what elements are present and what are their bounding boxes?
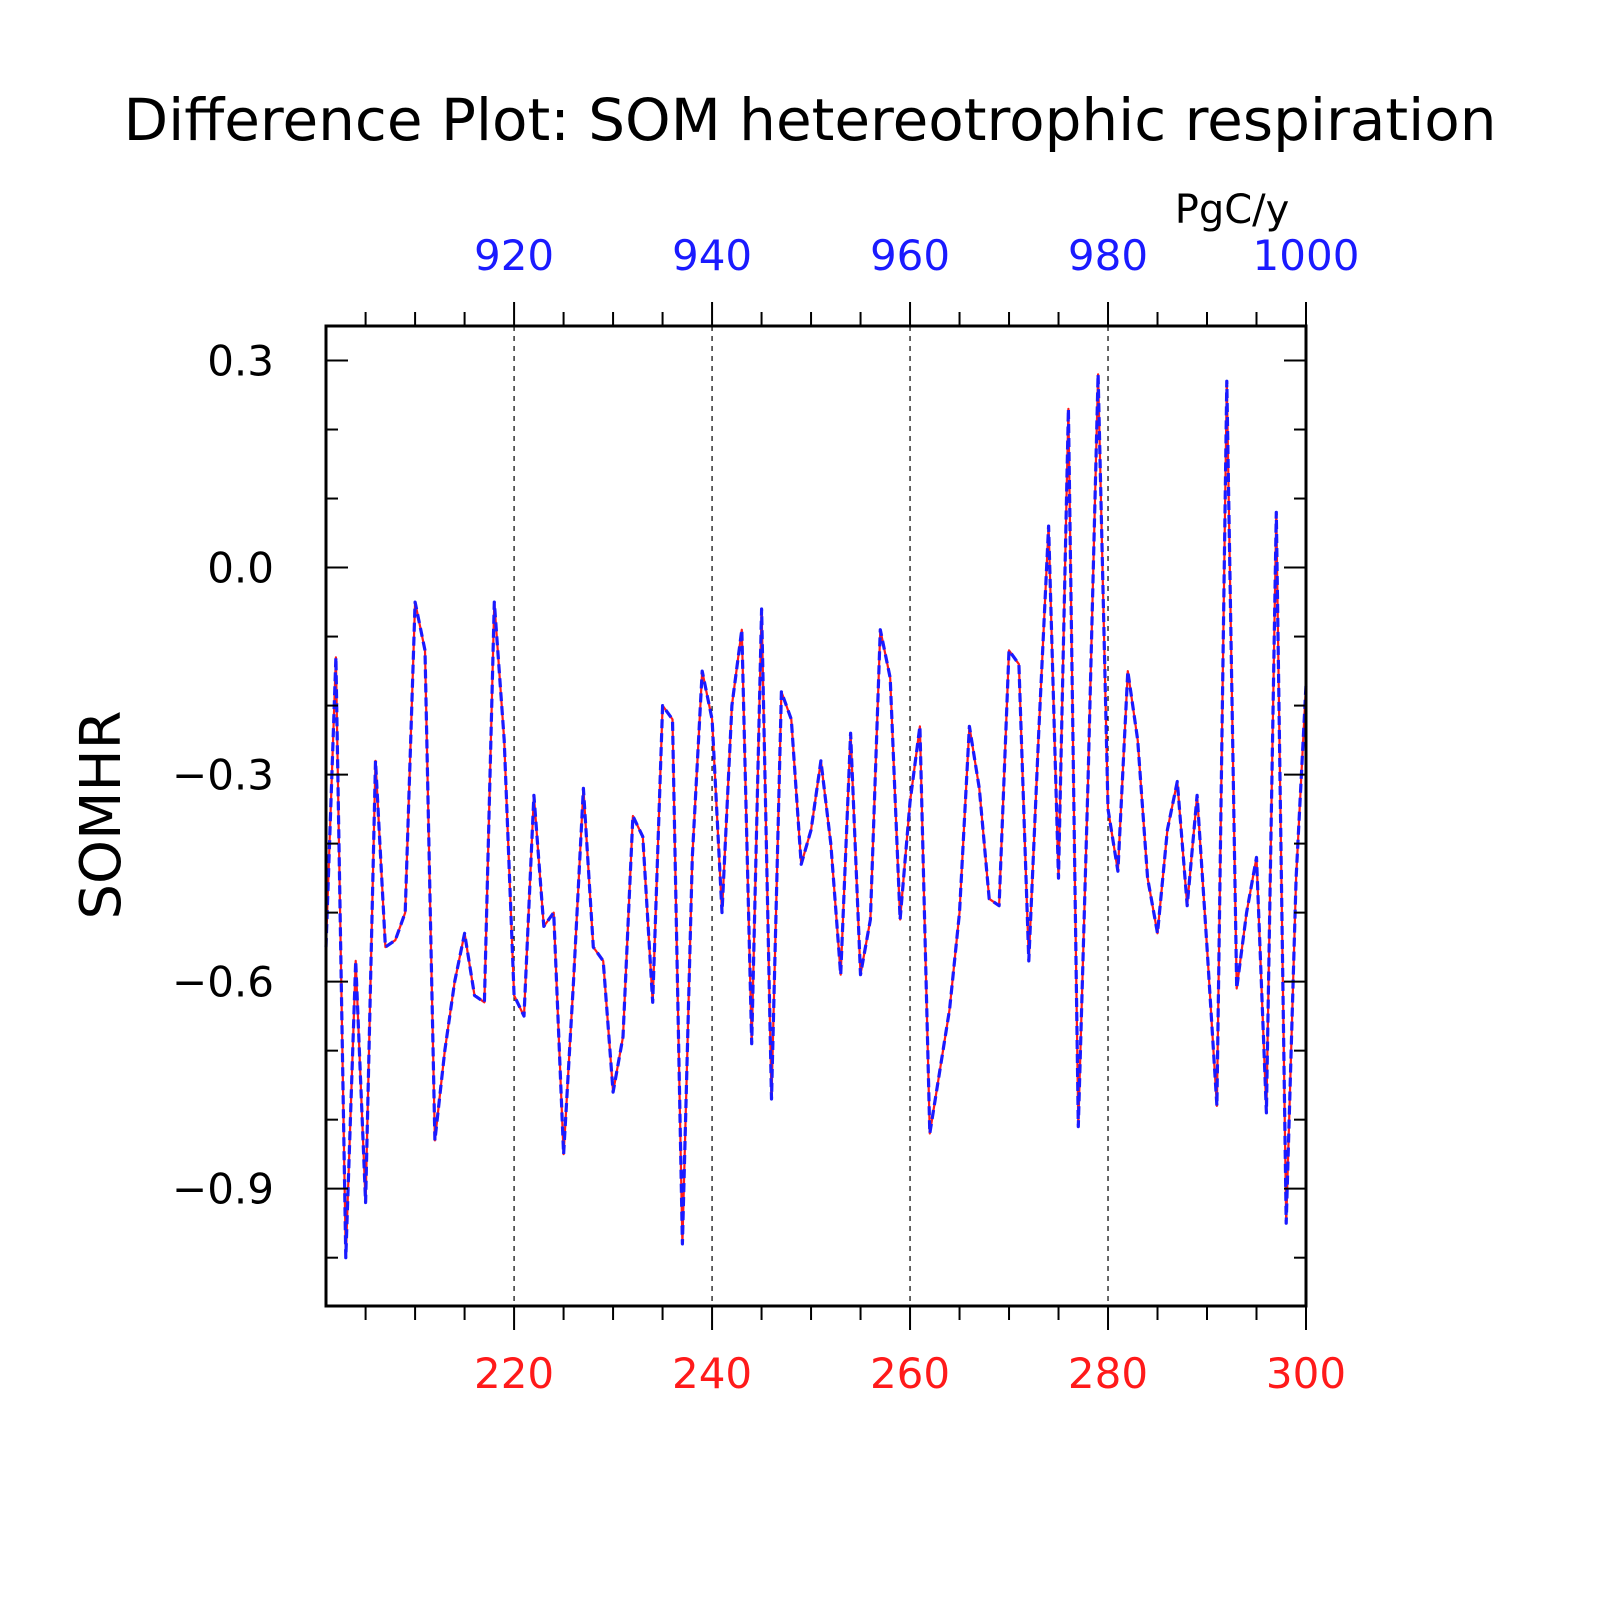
grid-lines [513, 326, 1109, 1306]
series-lines [324, 372, 1308, 1260]
units-label: PgC/y [1175, 187, 1290, 233]
x-tick-label-top: 980 [1068, 231, 1148, 280]
chart-title: Difference Plot: SOM hetereotrophic resp… [124, 86, 1497, 154]
x-tick-label-top: 940 [672, 231, 752, 280]
y-tick-label: −0.9 [172, 1165, 274, 1214]
plot-frame [324, 324, 1308, 1308]
series-line [324, 372, 1308, 1260]
y-tick-label: 0.3 [207, 337, 274, 386]
series-line [324, 373, 1308, 1259]
y-axis-label: SOMHR [69, 711, 134, 920]
tick-labels: 0.3 0.0 −0.3 −0.6 −0.9 220 240 260 280 300 920 940 9… [172, 231, 1359, 1398]
x-tick-label-top: 960 [870, 231, 950, 280]
axes [324, 302, 1308, 1330]
x-tick-label-bottom: 300 [1266, 1349, 1346, 1398]
x-tick-label-bottom: 240 [672, 1349, 752, 1398]
x-tick-label-top: 920 [474, 231, 554, 280]
y-tick-label: −0.3 [172, 751, 274, 800]
x-tick-label-bottom: 220 [474, 1349, 554, 1398]
y-tick-label: 0.0 [207, 544, 274, 593]
x-tick-label-bottom: 260 [870, 1349, 950, 1398]
y-tick-label: −0.6 [172, 958, 274, 1007]
x-tick-label-top: 1000 [1253, 231, 1360, 280]
x-tick-label-bottom: 280 [1068, 1349, 1148, 1398]
